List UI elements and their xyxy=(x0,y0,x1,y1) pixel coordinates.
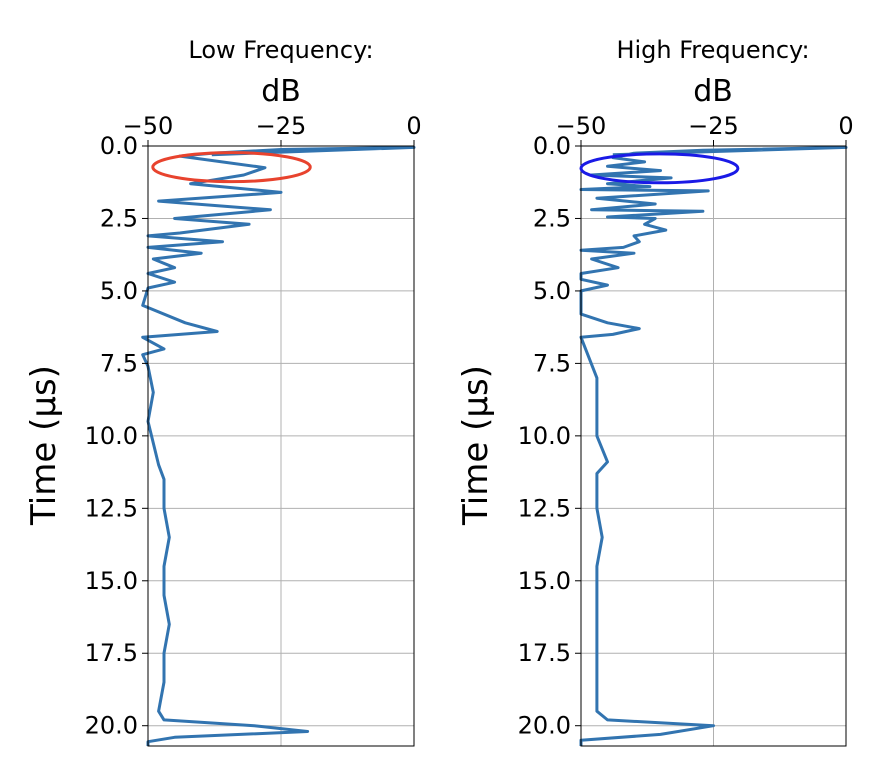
chart-high-frequency: High Frequency: dB Time (μs) −50 −25 0 0.0 2… xyxy=(433,0,879,774)
y-tick-label: 5.0 xyxy=(100,277,138,305)
plot-area xyxy=(141,145,416,746)
y-tick-label: 17.5 xyxy=(518,639,571,667)
y-tick-label: 2.5 xyxy=(533,204,571,232)
chart-title: High Frequency: xyxy=(616,36,809,64)
series-line xyxy=(579,145,848,746)
y-tick-label: 10.0 xyxy=(518,422,571,450)
y-tick-label: 20.0 xyxy=(518,712,571,740)
series-line xyxy=(141,145,416,746)
grid xyxy=(580,145,847,746)
y-tick-label: 0.0 xyxy=(100,132,138,160)
x-tick-label: 0 xyxy=(838,112,853,140)
y-tick-label: 12.5 xyxy=(518,494,571,522)
y-tick-label: 2.5 xyxy=(100,204,138,232)
y-tick-label: 12.5 xyxy=(85,494,138,522)
x-tick-label: 0 xyxy=(406,112,421,140)
x-tick-label: −50 xyxy=(556,112,607,140)
ticks: −50 −25 0 0.0 2.5 5.0 7.5 10.0 12.5 15.0 17.5 20.0 xyxy=(85,112,422,740)
y-axis-label: Time (μs) xyxy=(456,365,496,526)
y-tick-label: 10.0 xyxy=(85,422,138,450)
y-tick-label: 7.5 xyxy=(100,349,138,377)
x-axis-label: dB xyxy=(693,74,733,109)
highlight-ellipse xyxy=(151,151,312,184)
ticks: −50 −25 0 0.0 2.5 5.0 7.5 10.0 12.5 15.0 17.5 20.0 xyxy=(518,112,854,740)
y-tick-label: 5.0 xyxy=(533,277,571,305)
x-tick-label: −25 xyxy=(256,112,307,140)
y-tick-label: 15.0 xyxy=(85,567,138,595)
chart-low-frequency: Low Frequency: dB Time (μs) −50 −25 0 0.0 2.… xyxy=(0,0,433,774)
y-axis-label: Time (μs) xyxy=(24,365,64,526)
y-tick-label: 7.5 xyxy=(533,349,571,377)
x-tick-label: −50 xyxy=(123,112,174,140)
grid xyxy=(147,145,415,746)
chart-low-frequency-svg: Low Frequency: dB Time (μs) −50 −25 0 0.0 2.… xyxy=(24,36,422,747)
plot-area xyxy=(579,145,848,746)
chart-high-frequency-svg: High Frequency: dB Time (μs) −50 −25 0 0.0 2… xyxy=(456,36,854,747)
x-axis-label: dB xyxy=(261,74,301,109)
highlight-ellipse xyxy=(579,152,740,185)
chart-title: Low Frequency: xyxy=(188,36,373,64)
y-tick-label: 15.0 xyxy=(518,567,571,595)
y-tick-label: 17.5 xyxy=(85,639,138,667)
y-tick-label: 20.0 xyxy=(85,712,138,740)
x-tick-label: −25 xyxy=(688,112,739,140)
y-tick-label: 0.0 xyxy=(533,132,571,160)
